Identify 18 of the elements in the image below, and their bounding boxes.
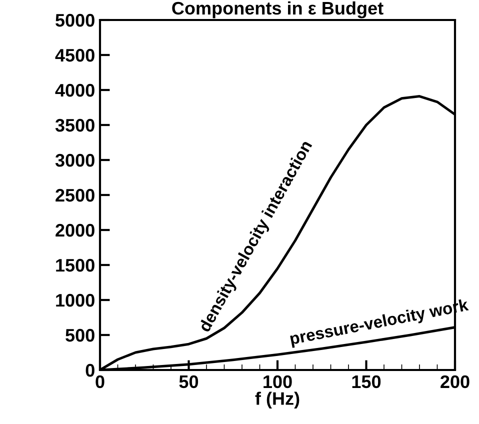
y-tick-label: 4000	[55, 84, 94, 97]
y-tick-label: 4500	[55, 48, 94, 62]
x-tick-label: 50	[179, 375, 198, 388]
y-tick-label: 1000	[56, 294, 94, 307]
chart-title: Components in ε Budget	[172, 1, 384, 18]
y-tick-label: 2000	[56, 224, 94, 237]
x-tick-label: 100	[264, 375, 292, 388]
y-tick-label: 3500	[55, 118, 94, 132]
y-tick-label: 5000	[56, 14, 94, 27]
y-tick-label: 3000	[55, 154, 94, 167]
x-tick-label: 150	[352, 375, 381, 388]
x-axis-title: f (Hz)	[255, 392, 300, 409]
y-tick-label: 2500	[56, 188, 94, 202]
x-tick-label: 200	[440, 375, 470, 388]
x-tick-label: 0	[96, 375, 104, 388]
y-tick-label: 1500	[56, 258, 94, 272]
y-tick-label: 0	[86, 364, 94, 377]
y-tick-label: 500	[66, 328, 94, 342]
